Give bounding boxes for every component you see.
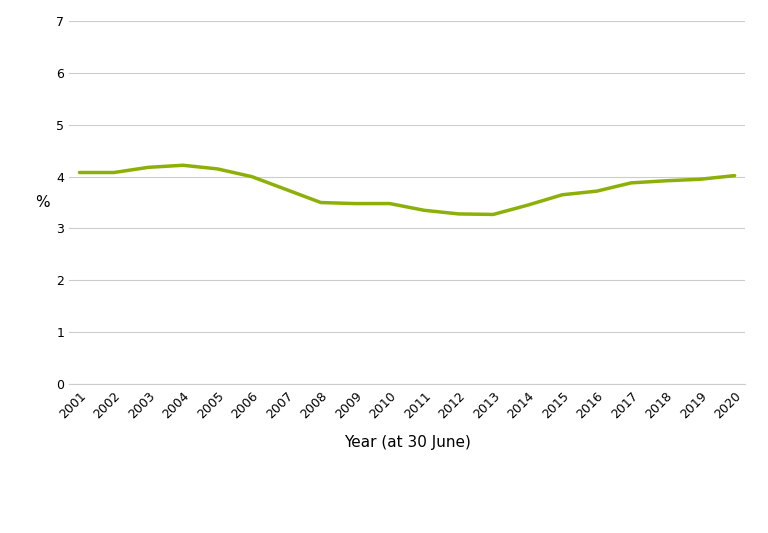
X-axis label: Year (at 30 June): Year (at 30 June) [343,435,471,450]
Y-axis label: %: % [35,195,50,210]
